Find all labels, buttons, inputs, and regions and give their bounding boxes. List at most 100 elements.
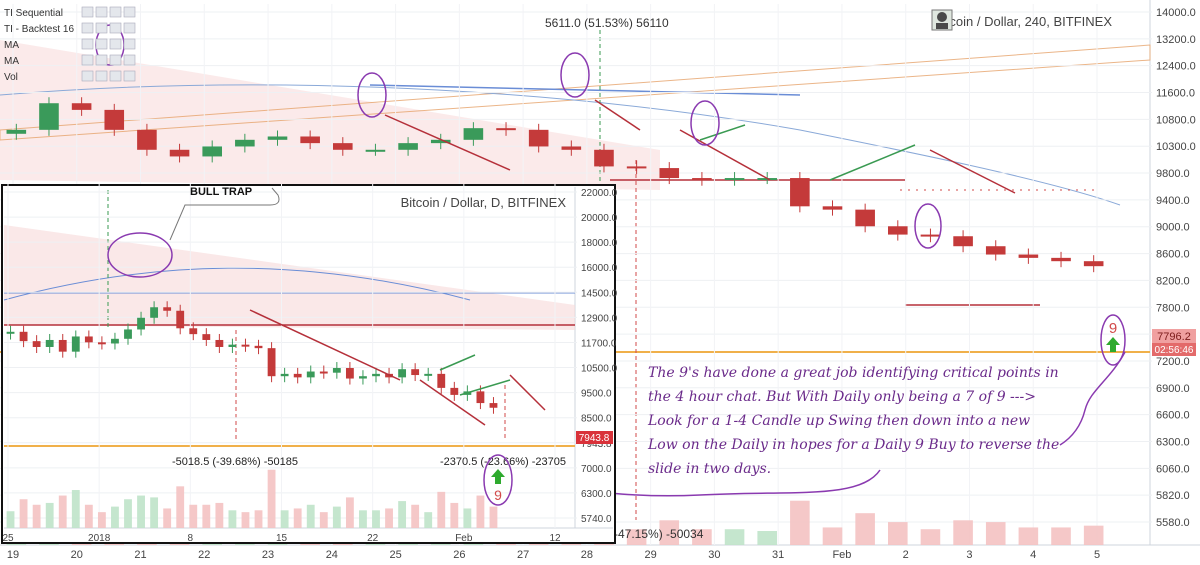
inset-y-tick: 9500.0 xyxy=(581,389,612,400)
inset-y-tick: 16000.0 xyxy=(581,263,618,274)
inset-price-value: 7943.8 xyxy=(579,433,610,444)
indicator-control-icon[interactable] xyxy=(109,6,122,18)
inset-volume-bar xyxy=(280,510,289,528)
indicator-control-icon[interactable] xyxy=(95,54,108,66)
inset-volume-bar xyxy=(189,504,198,528)
indicator-label: Vol xyxy=(4,72,18,83)
main-y-tick: 10300.0 xyxy=(1156,141,1196,153)
main-volume-bar xyxy=(659,520,680,545)
inset-y-tick: 11700.0 xyxy=(581,338,617,349)
indicator-control-icon[interactable] xyxy=(123,6,136,18)
main-y-tick: 13200.0 xyxy=(1156,34,1196,46)
main-volume-bar xyxy=(724,529,745,545)
main-y-tick: 6600.0 xyxy=(1156,410,1190,422)
inset-candle xyxy=(398,369,407,378)
indicator-control-icon[interactable] xyxy=(123,70,136,82)
inset-y-tick: 20000.0 xyxy=(581,213,618,224)
inset-volume-bar xyxy=(319,512,328,528)
main-x-axis-ticks: 19 20 21 22 23 24 25 26 27 28 29 30 31 Feb 2 3 4 5 xyxy=(7,549,1100,561)
inset-candle xyxy=(215,339,224,347)
main-volume-bar xyxy=(757,531,777,545)
indicator-label: MA xyxy=(4,56,19,67)
indicator-label: TI Sequential xyxy=(4,8,63,19)
main-x-tick: 28 xyxy=(581,549,593,561)
inset-candle xyxy=(58,339,67,352)
indicator-control-icon[interactable] xyxy=(81,70,94,82)
inset-y-tick: 8500.0 xyxy=(581,414,612,425)
main-candle xyxy=(626,166,647,169)
indicator-control-icon[interactable] xyxy=(95,6,108,18)
main-x-tick: 31 xyxy=(772,549,784,561)
inset-candle xyxy=(476,391,485,404)
inset-y-tick: 14500.0 xyxy=(581,288,618,299)
indicator-label: TI - Backtest 16 xyxy=(4,24,74,35)
indicator-control-icon[interactable] xyxy=(123,22,136,34)
main-candle xyxy=(365,149,386,152)
indicator-control-icon[interactable] xyxy=(109,38,122,50)
inset-volume-bar xyxy=(424,512,433,528)
inset-volume-bar xyxy=(332,506,341,528)
main-volume-bar xyxy=(985,522,1006,545)
up-arrows xyxy=(699,124,916,181)
inset-candle xyxy=(332,368,341,373)
inset-x-tick: 12 xyxy=(549,533,561,544)
annotation-line: the 4 hour chat. But With Daily only bei… xyxy=(648,389,1036,405)
main-bottom-measure: -47.15%) -50034 xyxy=(614,527,704,541)
main-x-tick: 22 xyxy=(198,549,210,561)
main-y-tick: 14000.0 xyxy=(1156,7,1196,19)
inset-volume-bar xyxy=(71,490,80,528)
inset-volume-bar xyxy=(254,510,263,528)
inset-volume-bar xyxy=(215,502,224,528)
annotation-line: slide in two days. xyxy=(648,461,771,477)
inset-y-tick: 12900.0 xyxy=(581,313,618,324)
indicator-control-icon[interactable] xyxy=(109,22,122,34)
main-candle xyxy=(496,128,516,131)
main-y-tick: 8200.0 xyxy=(1156,275,1190,287)
main-candle xyxy=(300,136,320,144)
main-candle xyxy=(561,146,582,150)
inset-candle xyxy=(293,373,302,378)
main-candle xyxy=(398,143,418,150)
main-price-axis xyxy=(1150,0,1200,545)
inset-candle xyxy=(254,345,263,349)
inset-y-tick: 7000.0 xyxy=(581,464,612,475)
indicator-control-icon[interactable] xyxy=(95,70,108,82)
main-candle xyxy=(137,129,157,150)
main-x-tick: 21 xyxy=(134,549,146,561)
indicator-control-icon[interactable] xyxy=(81,54,94,66)
indicator-control-icon[interactable] xyxy=(123,38,136,50)
indicator-control-icon[interactable] xyxy=(95,38,108,50)
indicator-control-icon[interactable] xyxy=(81,38,94,50)
indicator-list: TI Sequential TI - Backtest 16 MA MA Vol xyxy=(4,6,136,83)
inset-candle xyxy=(345,368,354,379)
main-y-tick: 10800.0 xyxy=(1156,114,1196,126)
inset-volume-bar xyxy=(359,510,367,528)
main-x-tick: 5 xyxy=(1094,549,1100,561)
inset-y-tick: 6300.0 xyxy=(581,489,612,500)
indicator-control-icon[interactable] xyxy=(81,22,94,34)
main-candle xyxy=(71,103,92,110)
inset-volume-bar xyxy=(202,504,211,528)
inset-volume-bar xyxy=(385,508,393,528)
inset-candle xyxy=(32,341,41,347)
indicator-control-icon[interactable] xyxy=(95,22,108,34)
inset-candle xyxy=(437,373,446,388)
main-x-tick: Feb xyxy=(832,549,851,561)
inset-setup-ellipse xyxy=(483,454,513,506)
indicator-control-icon[interactable] xyxy=(81,6,94,18)
main-y-tick: 9000.0 xyxy=(1156,222,1190,234)
inset-buy-arrow-icon xyxy=(491,469,505,484)
inset-candle xyxy=(411,369,420,376)
inset-candle xyxy=(424,373,433,376)
inset-volume-bar xyxy=(345,497,354,528)
indicator-control-icon[interactable] xyxy=(109,70,122,82)
main-candle xyxy=(855,209,875,227)
main-candle xyxy=(202,146,222,157)
main-x-tick: 4 xyxy=(1030,549,1036,561)
indicator-control-icon[interactable] xyxy=(109,54,122,66)
indicator-control-icon[interactable] xyxy=(123,54,136,66)
main-y-tick: 6300.0 xyxy=(1156,436,1190,448)
main-candle xyxy=(430,139,451,144)
main-candle xyxy=(724,178,745,181)
main-volume-bar xyxy=(920,529,941,545)
